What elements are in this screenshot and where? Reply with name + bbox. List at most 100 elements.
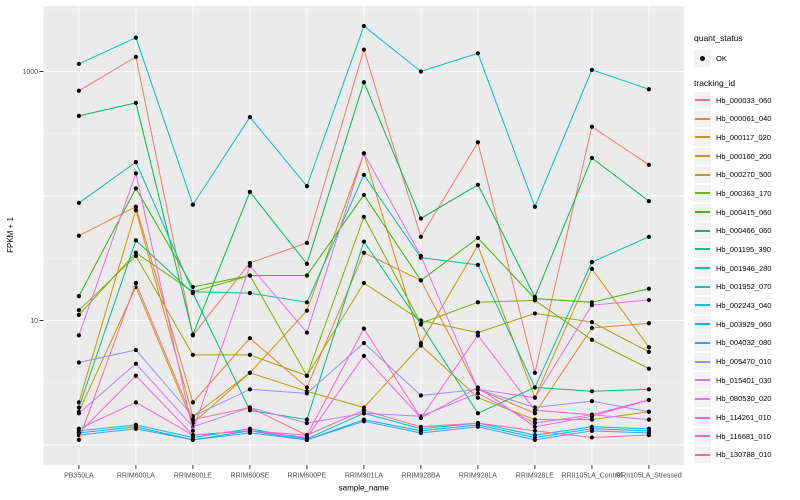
legend-item-label: Hb_000363_170 xyxy=(716,188,772,198)
data-point xyxy=(133,204,138,209)
series-Hb_000415_060 xyxy=(76,186,652,305)
legend-key-swatch xyxy=(694,91,711,109)
series-Hb_000466_060 xyxy=(76,80,652,337)
series-color-line-icon xyxy=(695,155,710,158)
series-color-line-icon xyxy=(695,211,710,214)
data-point xyxy=(76,312,81,317)
y-tick-label: 1000 xyxy=(22,69,38,76)
series-color-line-icon xyxy=(695,99,710,101)
series-color-line-icon xyxy=(695,323,710,326)
data-point xyxy=(133,208,138,213)
data-point xyxy=(361,80,366,85)
series-color-line-icon xyxy=(695,117,710,120)
legend-item-Hb_001946_280: Hb_001946_280 xyxy=(694,259,771,277)
data-point xyxy=(361,326,366,331)
series-color-line-icon xyxy=(695,304,710,307)
data-point xyxy=(304,261,309,266)
data-point xyxy=(247,387,252,392)
series-color-line-icon xyxy=(695,192,710,195)
legend-item-Hb_001195_390: Hb_001195_390 xyxy=(694,240,771,258)
series-Hb_130788_010 xyxy=(76,280,652,442)
data-point xyxy=(304,308,309,313)
legend-key-swatch xyxy=(694,203,711,221)
series-Hb_080530_020 xyxy=(76,151,652,433)
data-point xyxy=(418,234,423,239)
data-point xyxy=(418,69,423,74)
series-color-line-icon xyxy=(695,173,710,176)
legend-key-swatch xyxy=(694,334,711,352)
data-point xyxy=(247,263,252,268)
axis-ticks xyxy=(39,71,650,469)
legend-item-ok: OK xyxy=(694,50,727,67)
data-point xyxy=(475,385,480,390)
ok-key xyxy=(694,50,711,67)
legend-item-Hb_005470_010: Hb_005470_010 xyxy=(694,353,771,371)
data-point xyxy=(589,412,595,417)
data-point xyxy=(133,280,138,286)
legend-item-label: Hb_015401_030 xyxy=(716,375,772,385)
data-point xyxy=(247,115,252,120)
data-point xyxy=(361,408,366,413)
data-point xyxy=(76,200,81,206)
series-Hb_116681_010 xyxy=(76,326,652,438)
data-point xyxy=(646,286,652,291)
data-point xyxy=(304,330,309,335)
legend-key-swatch xyxy=(694,222,711,240)
data-point xyxy=(361,411,366,416)
legend-item-label: Hb_000466_060 xyxy=(716,226,772,236)
legend-item-Hb_000415_060: Hb_000415_060 xyxy=(694,203,771,221)
x-tick-label: RRIM928LE xyxy=(516,473,554,480)
data-point xyxy=(475,51,480,56)
legend-item-Hb_000117_020: Hb_000117_020 xyxy=(694,128,771,146)
data-point xyxy=(76,411,81,416)
data-point xyxy=(247,260,252,266)
legend-item-Hb_114261_010: Hb_114261_010 xyxy=(694,409,771,427)
data-point xyxy=(247,370,252,375)
series-color-line-icon xyxy=(695,267,710,270)
data-point xyxy=(589,417,595,422)
data-point xyxy=(532,424,538,429)
data-point xyxy=(76,88,81,93)
data-point xyxy=(418,343,423,348)
data-point xyxy=(418,278,423,283)
legend-item-label: Hb_001195_390 xyxy=(716,244,771,254)
data-point xyxy=(190,202,195,207)
data-point xyxy=(532,204,538,209)
data-point xyxy=(532,395,538,400)
series-Hb_001195_390 xyxy=(76,238,652,422)
legend-item-label: Hb_003929_060 xyxy=(716,319,772,329)
data-point xyxy=(589,325,595,331)
data-point xyxy=(361,250,366,255)
data-point xyxy=(589,155,595,161)
data-point xyxy=(418,322,423,327)
data-point xyxy=(646,345,652,350)
data-point xyxy=(76,61,81,67)
data-point xyxy=(475,243,480,248)
series-color-line-icon xyxy=(695,360,710,363)
data-point xyxy=(361,239,366,244)
data-point xyxy=(418,415,423,421)
data-point xyxy=(247,428,252,433)
series-color-line-icon xyxy=(695,379,710,382)
data-point xyxy=(475,262,480,267)
data-point xyxy=(304,420,309,426)
data-point xyxy=(304,240,309,246)
data-point xyxy=(76,426,81,431)
data-point xyxy=(475,182,480,187)
x-tick-label: RRII105LA_Stressed xyxy=(616,473,682,480)
data-point xyxy=(589,302,595,308)
data-point xyxy=(247,290,252,296)
data-point xyxy=(304,417,309,422)
data-point xyxy=(190,352,195,357)
data-point xyxy=(133,186,138,191)
legend-key-swatch xyxy=(694,446,711,464)
data-point xyxy=(247,189,252,194)
data-point xyxy=(532,311,538,316)
data-point xyxy=(646,162,652,167)
data-point xyxy=(361,192,366,198)
data-point xyxy=(646,87,652,92)
data-point xyxy=(418,216,423,221)
data-point xyxy=(418,253,423,259)
x-tick-label: RRIM600LE xyxy=(174,473,212,480)
legend-item-Hb_080530_020: Hb_080530_020 xyxy=(694,390,771,408)
